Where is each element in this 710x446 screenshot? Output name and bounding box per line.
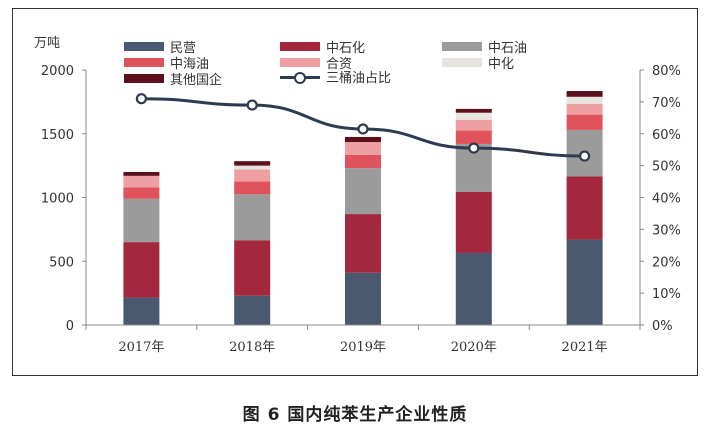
legend-swatch [124,58,164,67]
left-axis-unit: 万吨 [34,36,61,51]
legend-swatch [280,58,320,67]
right-tick-label: 30% [652,223,681,238]
bar-segment [234,240,271,296]
left-tick-label: 0 [66,319,74,334]
legend-swatch [442,58,482,67]
legend-label: 民营 [170,41,197,56]
left-tick-label: 2000 [41,64,74,79]
bar-segment [234,161,271,166]
bar-segment [345,214,381,273]
right-tick-label: 40% [652,192,681,207]
legend-label: 其他国企 [170,73,223,88]
bar-segment [234,194,271,241]
legend-item-jointventure: 合资 [280,53,352,72]
bar-segment [123,297,160,325]
legend-label: 中海油 [170,57,210,72]
bar-segment [455,119,492,131]
legend-item-sinopec: 中石化 [280,37,365,56]
bar-segment [455,252,492,325]
bar-segment [566,96,603,104]
legend-swatch [280,42,320,51]
legend-label: 三桶油占比 [326,71,392,86]
bar-segment [123,187,160,199]
bar-segment [345,142,381,155]
bar-segment [123,175,160,188]
right-tick-label: 80% [652,64,681,79]
bar-segment [123,172,160,176]
legend-item-minying: 民营 [124,37,196,56]
share-line-point [246,99,258,111]
left-tick-label: 500 [49,255,74,270]
legend-item-cnooc: 中海油 [124,53,209,72]
share-line-point [135,93,147,105]
bar-segment [455,130,492,144]
bar-segment [234,295,271,325]
bar-segment [566,176,603,240]
bar-segment [455,108,492,113]
bar-segment [455,112,492,120]
bar-segment [345,154,381,169]
bar-segment [566,103,603,115]
bar-segment [123,242,160,298]
share-line-point [578,150,591,162]
chart-frame [12,8,698,376]
legend-label: 中石油 [488,41,528,56]
x-tick-label: 2017年 [118,340,164,355]
bar-segment [345,136,381,143]
bar-segment [234,181,271,195]
legend-item-petrochina: 中石油 [442,37,527,56]
bar-segment [345,272,381,325]
bar-segment [123,198,160,243]
left-tick-label: 1500 [41,128,74,143]
legend-item-big-three-share: 三桶油占比 [280,67,391,86]
right-tick-label: 10% [652,287,681,302]
x-tick-label: 2021年 [562,340,608,355]
legend-swatch [124,74,164,83]
legend-label: 合资 [326,57,353,72]
share-line-point [357,123,369,135]
right-tick-label: 0% [652,319,673,334]
share-line-point [468,142,480,154]
legend-label: 中石化 [326,41,366,56]
figure-caption: 图 6 国内纯苯生产企业性质 [242,405,468,425]
right-tick-label: 50% [652,160,681,175]
right-tick-label: 70% [652,96,681,111]
bar-segment [566,91,603,97]
legend-swatch [442,42,482,51]
legend-label: 中化 [488,57,515,72]
legend-item-other-soe: 其他国企 [124,69,222,88]
legend-swatch [124,42,164,51]
bar-segment [455,191,492,253]
bar-segment [234,165,271,170]
legend-item-sinochem: 中化 [442,53,514,72]
right-tick-label: 60% [652,128,681,143]
bar-segment [234,169,271,182]
x-tick-label: 2020年 [451,340,497,355]
x-tick-label: 2018年 [229,340,275,355]
legend-line-marker [280,71,320,84]
left-tick-label: 1000 [41,192,74,207]
bar-segment [566,114,603,130]
right-tick-label: 20% [652,255,681,270]
bar-segment [345,168,381,215]
x-tick-label: 2019年 [340,340,386,355]
bar-segment [566,239,603,325]
